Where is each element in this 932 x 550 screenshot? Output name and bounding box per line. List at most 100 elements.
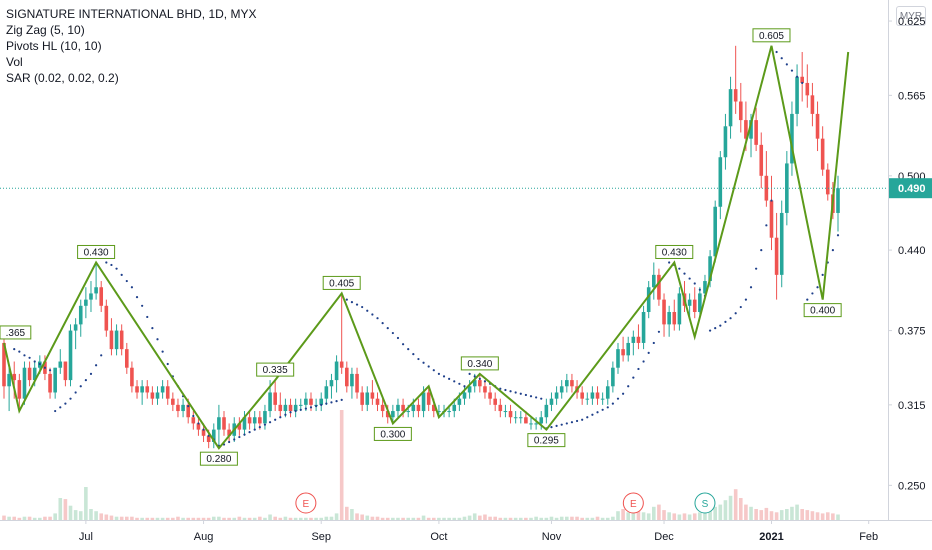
candle-body bbox=[462, 392, 467, 399]
volume-bar bbox=[227, 517, 231, 520]
volume-bar bbox=[237, 516, 242, 520]
volume-bar bbox=[27, 516, 32, 520]
currency-badge[interactable]: MYR bbox=[896, 6, 926, 26]
volume-bar bbox=[268, 514, 272, 520]
sar-dot bbox=[719, 324, 722, 327]
sar-dot bbox=[647, 351, 650, 354]
sar-dot bbox=[448, 377, 451, 380]
candle-body bbox=[457, 398, 462, 405]
sar-dot bbox=[473, 375, 476, 378]
candle-body bbox=[616, 349, 620, 368]
y-tick-label: 0.565 bbox=[898, 90, 926, 102]
sar-dot bbox=[130, 286, 134, 289]
volume-bar bbox=[488, 516, 492, 520]
sar-dot bbox=[627, 385, 630, 388]
split-marker[interactable] bbox=[694, 492, 716, 514]
candle-body bbox=[211, 429, 216, 442]
sar-dot bbox=[340, 398, 343, 402]
volume-bar bbox=[600, 517, 605, 520]
pivot-label: 0.405 bbox=[329, 278, 354, 289]
candle-body bbox=[692, 299, 697, 312]
volume-bar bbox=[790, 506, 794, 520]
candle-body bbox=[22, 367, 27, 399]
sar-dot bbox=[432, 369, 435, 372]
candle-body bbox=[17, 380, 22, 399]
sar-dot bbox=[683, 272, 686, 275]
candle-body bbox=[345, 367, 349, 387]
candle-body bbox=[130, 367, 134, 387]
sar-dot bbox=[744, 298, 748, 301]
sar-dot bbox=[540, 397, 543, 400]
symbol-title[interactable]: SIGNATURE INTERNATIONAL BHD, 1D, MYX bbox=[6, 7, 257, 21]
candle-body bbox=[636, 336, 641, 343]
sar-dot bbox=[376, 317, 379, 320]
sar-dot bbox=[350, 300, 354, 304]
sar-dot bbox=[616, 397, 620, 400]
volume-bar bbox=[32, 517, 37, 520]
volume-bar bbox=[524, 517, 528, 520]
volume-bar bbox=[78, 511, 83, 520]
sar-dot bbox=[652, 341, 655, 345]
candle-body bbox=[718, 157, 723, 207]
sar-dot bbox=[637, 367, 640, 371]
candle-body bbox=[431, 404, 436, 412]
candle-body bbox=[355, 373, 359, 393]
volume-bar bbox=[738, 498, 743, 520]
candle-body bbox=[375, 398, 380, 405]
sar-dot bbox=[54, 409, 57, 413]
pivot-label-box bbox=[803, 303, 842, 318]
sar-dot bbox=[304, 407, 307, 410]
sar-dot bbox=[586, 416, 589, 419]
candle-body bbox=[493, 398, 497, 405]
sar-dot bbox=[427, 365, 430, 368]
sar-dot bbox=[74, 391, 77, 394]
x-tick-label: Dec bbox=[654, 531, 674, 543]
sar-dot bbox=[565, 422, 568, 425]
volume-bar bbox=[774, 512, 779, 520]
indicator-pivots[interactable]: Pivots HL (10, 10) bbox=[6, 39, 102, 53]
volume-bar bbox=[165, 517, 170, 520]
candle-body bbox=[805, 82, 810, 96]
earnings-marker[interactable] bbox=[295, 492, 317, 514]
candle-body bbox=[391, 411, 395, 418]
volume-bar bbox=[431, 517, 436, 520]
volume-bar bbox=[539, 517, 544, 520]
sar-dot bbox=[514, 391, 517, 394]
candle-body bbox=[339, 361, 344, 368]
volume-bar bbox=[703, 513, 707, 520]
sar-dot bbox=[299, 408, 302, 411]
volume-bar bbox=[63, 499, 68, 520]
candle-body bbox=[309, 398, 313, 405]
candle-body bbox=[109, 330, 114, 350]
sar-dot bbox=[202, 428, 205, 431]
volume-bar bbox=[406, 517, 411, 520]
volume-bar bbox=[754, 509, 758, 520]
volume-bar bbox=[304, 517, 308, 520]
candle-body bbox=[176, 404, 180, 412]
sar-dot bbox=[714, 326, 717, 330]
volume-bar bbox=[171, 517, 175, 520]
volume-bar bbox=[590, 517, 595, 520]
indicator-sar[interactable]: SAR (0.02, 0.02, 0.2) bbox=[6, 71, 119, 85]
pivot-label: 0.295 bbox=[534, 436, 559, 447]
y-tick-label: 0.375 bbox=[898, 326, 926, 338]
volume-bar bbox=[769, 511, 774, 520]
sar-dot bbox=[135, 296, 139, 299]
earnings-marker[interactable] bbox=[622, 492, 644, 514]
volume-bar bbox=[411, 517, 416, 520]
sar-dot bbox=[785, 63, 788, 66]
event-label: S bbox=[702, 499, 709, 510]
indicator-zigzag[interactable]: Zig Zag (5, 10) bbox=[6, 23, 85, 37]
volume-bar bbox=[104, 514, 109, 520]
sar-dot bbox=[422, 361, 425, 364]
volume-bar bbox=[810, 511, 815, 520]
volume-bar bbox=[145, 517, 150, 520]
indicator-volume[interactable]: Vol bbox=[6, 55, 23, 69]
candle-body bbox=[304, 398, 308, 405]
candle-body bbox=[744, 120, 748, 139]
pivot-label-box bbox=[322, 275, 361, 290]
pivot-label-box bbox=[373, 426, 412, 441]
pivot-label-box bbox=[256, 362, 295, 377]
candle-body bbox=[554, 392, 559, 399]
